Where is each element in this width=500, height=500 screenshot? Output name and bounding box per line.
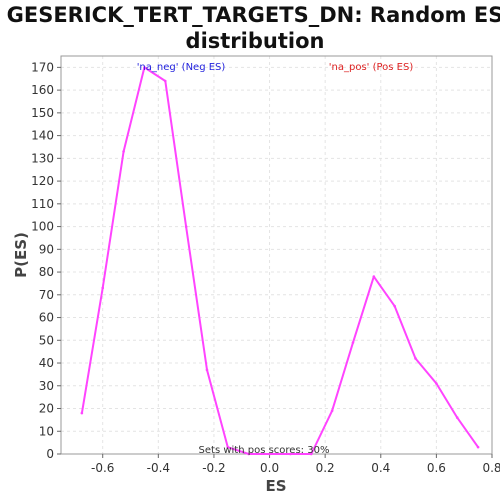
y-tick-label: 30: [39, 379, 54, 393]
data-point: [289, 452, 292, 456]
data-point: [455, 416, 459, 419]
y-tick-label: 90: [39, 242, 54, 256]
y-tick-label: 100: [31, 220, 54, 234]
data-point: [330, 409, 334, 413]
y-tick-label: 60: [39, 311, 54, 325]
chart-title-line-2: distribution: [186, 29, 325, 53]
data-point: [205, 368, 209, 372]
y-tick-label: 130: [31, 151, 54, 165]
x-tick-label: 0.6: [427, 461, 446, 475]
y-tick-label: 0: [46, 447, 54, 461]
data-point: [226, 445, 230, 449]
data-point: [435, 382, 438, 385]
y-tick-label: 160: [31, 83, 54, 97]
y-tick-label: 10: [39, 424, 54, 438]
series-line: [80, 66, 479, 455]
y-tick-label: 20: [39, 402, 54, 416]
data-point: [414, 357, 417, 360]
y-tick-label: 170: [31, 60, 54, 74]
y-tick-label: 80: [39, 265, 54, 279]
neg-es-annotation: 'na_neg' (Neg ES): [137, 62, 226, 73]
x-axis-label: ES: [265, 477, 286, 495]
data-point: [309, 452, 313, 456]
chart-title-line-1: GESERICK_TERT_TARGETS_DN: Random ES: [7, 3, 500, 27]
y-tick-label: 50: [39, 333, 54, 347]
x-tick-label: 0.0: [260, 461, 279, 475]
data-point: [268, 452, 271, 456]
y-tick-label: 110: [31, 197, 54, 211]
pos-es-annotation: 'na_pos' (Pos ES): [329, 62, 414, 73]
y-tick-label: 70: [39, 288, 54, 302]
data-point: [143, 66, 146, 69]
y-tick-label: 140: [31, 129, 54, 143]
data-point: [122, 150, 125, 153]
data-point: [393, 304, 396, 308]
y-axis-label: P(ES): [12, 232, 30, 278]
ticks: 0 10 20 30 40 50 60 70 80 90 100 110 120 130 140 150 160…: [31, 60, 500, 475]
data-point: [351, 341, 355, 344]
y-tick-label: 120: [31, 174, 54, 188]
data-point: [184, 225, 188, 228]
x-tick-label: 0.8: [482, 461, 500, 475]
x-tick-label: -0.2: [202, 461, 225, 475]
data-point: [476, 445, 480, 449]
data-point: [101, 286, 105, 290]
data-point: [163, 79, 167, 83]
grid: [61, 56, 493, 455]
data-point: [372, 275, 376, 278]
y-tick-label: 40: [39, 356, 54, 370]
series-layer: [80, 66, 480, 456]
x-tick-label: -0.4: [147, 461, 170, 475]
data-point: [247, 452, 250, 456]
y-tick-label: 150: [31, 106, 54, 120]
x-tick-label: 0.4: [371, 461, 390, 475]
x-tick-label: 0.2: [316, 461, 335, 475]
data-point: [80, 411, 84, 415]
x-tick-label: -0.6: [91, 461, 114, 475]
sets-pos-scores-annotation: Sets with pos scores: 30%: [199, 445, 330, 456]
plot-area: [61, 56, 492, 454]
